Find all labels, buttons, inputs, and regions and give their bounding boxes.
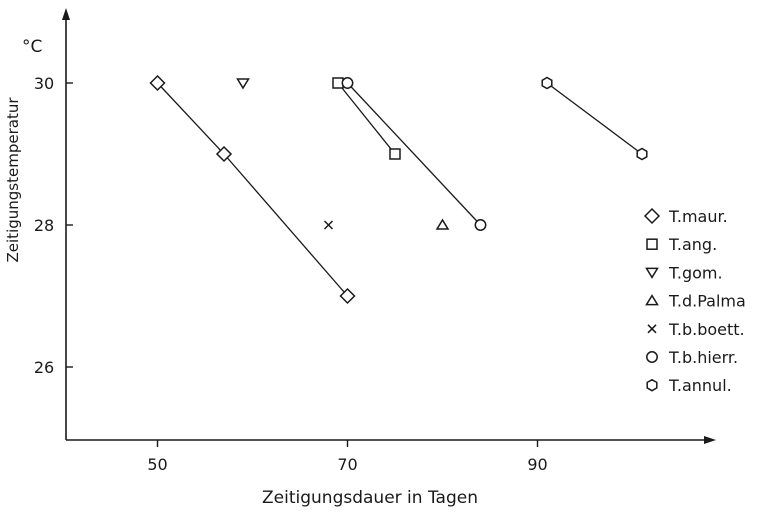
series-line — [546, 82, 643, 155]
data-point — [332, 77, 344, 89]
y-axis-label: Zeitigungstemperatur — [4, 97, 22, 263]
legend-marker — [647, 324, 657, 334]
series-lines — [157, 82, 643, 297]
data-point — [474, 219, 487, 231]
data-point — [341, 77, 354, 89]
legend-label: T.maur. — [668, 207, 728, 226]
legend-marker — [643, 207, 661, 225]
legend-marker — [645, 267, 659, 279]
y-axis-arrow — [62, 8, 70, 20]
series-line — [347, 82, 481, 226]
data-points — [149, 74, 648, 305]
data-point — [636, 147, 648, 161]
series-line — [157, 82, 348, 297]
x-tick-label: 90 — [527, 455, 547, 474]
data-point — [541, 76, 553, 90]
y-tick-label: 26 — [34, 358, 54, 377]
legend: T.maur. T.ang. T.gom. T.d.Palma T.b.boett. T.… — [643, 207, 746, 395]
legend-marker — [646, 238, 658, 250]
legend-label: T.d.Palma — [668, 292, 746, 311]
legend-marker — [646, 351, 658, 363]
legend-label: T.ang. — [668, 235, 717, 254]
legend-label: T.b.hierr. — [668, 348, 738, 367]
y-tick-label: 28 — [34, 216, 54, 235]
data-point — [435, 218, 450, 230]
data-point — [236, 78, 250, 90]
legend-marker — [645, 294, 659, 306]
y-tick-label: 30 — [34, 74, 54, 93]
data-point — [339, 287, 356, 305]
axes — [62, 8, 716, 444]
data-point — [389, 148, 401, 160]
x-axis-label: Zeitigungsdauer in Tagen — [262, 488, 478, 508]
x-tick-label: 50 — [147, 455, 167, 474]
legend-label: T.b.boett. — [668, 320, 745, 339]
legend-label: T.gom. — [668, 263, 723, 282]
series-line — [337, 82, 396, 155]
y-axis-unit: °C — [22, 37, 42, 57]
ticks: 50 70 90 26 28 30 — [34, 74, 548, 474]
data-point — [215, 145, 233, 163]
data-point — [323, 220, 334, 230]
x-tick-label: 70 — [337, 455, 357, 474]
legend-marker — [646, 378, 658, 392]
data-point — [149, 74, 166, 92]
legend-label: T.annul. — [668, 376, 732, 395]
x-axis-arrow — [704, 436, 716, 444]
